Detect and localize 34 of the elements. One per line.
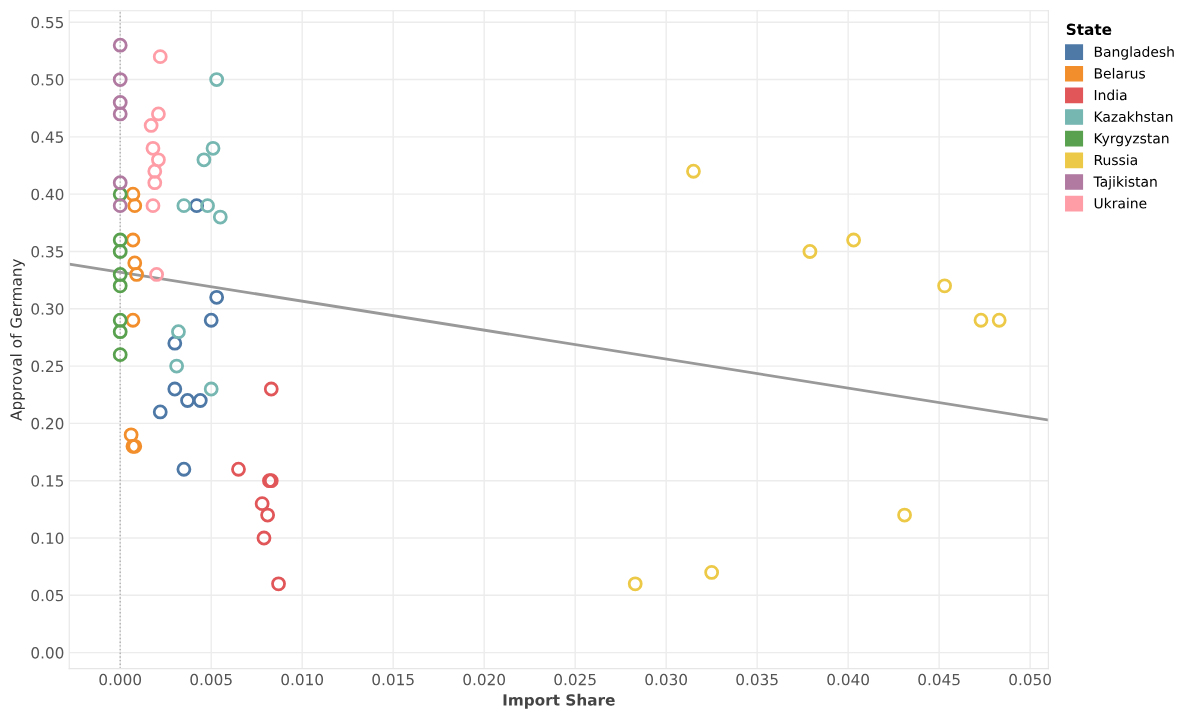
y-tick-label: 0.40: [31, 188, 64, 201]
legend-label: Kyrgyzstan: [1094, 133, 1169, 147]
x-tick-label: 0.025: [554, 673, 596, 686]
x-tick-label: 0.035: [736, 673, 778, 686]
y-tick-label: 0.50: [31, 74, 64, 86]
y-tick-label: 0.15: [31, 475, 64, 487]
x-tick-label: 0.005: [190, 673, 232, 686]
y-tick-label: 0.30: [31, 303, 64, 315]
x-tick-label: 0.010: [281, 673, 324, 686]
x-tick-label: 0.030: [645, 673, 688, 686]
legend-label: Ukraine: [1094, 197, 1147, 209]
x-axis-title: Import Share: [503, 693, 615, 709]
legend-title: State: [1066, 23, 1112, 36]
legend-label: Tajikistan: [1093, 176, 1157, 190]
legend-label: Russia: [1094, 154, 1137, 166]
y-tick-label: 0.55: [31, 16, 64, 29]
x-tick-label: 0.020: [463, 673, 506, 686]
legend-label: Kazakhstan: [1094, 111, 1173, 122]
y-tick-label: 0.45: [31, 131, 64, 143]
legend-label: India: [1094, 89, 1127, 101]
x-tick-label: 0.040: [827, 673, 869, 686]
y-axis-title: Approval of Germany: [10, 258, 25, 421]
y-tick-label: 0.35: [31, 245, 64, 258]
x-tick-label: 0.050: [1009, 673, 1051, 686]
x-tick-label: 0.015: [372, 673, 414, 686]
y-tick-label: 0.20: [31, 417, 64, 430]
y-tick-label: 0.10: [31, 532, 64, 545]
y-tick-label: 0.05: [31, 589, 64, 602]
legend-label: Bangladesh: [1094, 46, 1174, 60]
x-tick-label: 0.045: [918, 673, 960, 686]
y-tick-label: 0.00: [31, 647, 64, 659]
x-tick-label: 0.000: [99, 673, 142, 686]
legend-label: Belarus: [1094, 67, 1146, 79]
y-tick-label: 0.25: [31, 360, 64, 373]
